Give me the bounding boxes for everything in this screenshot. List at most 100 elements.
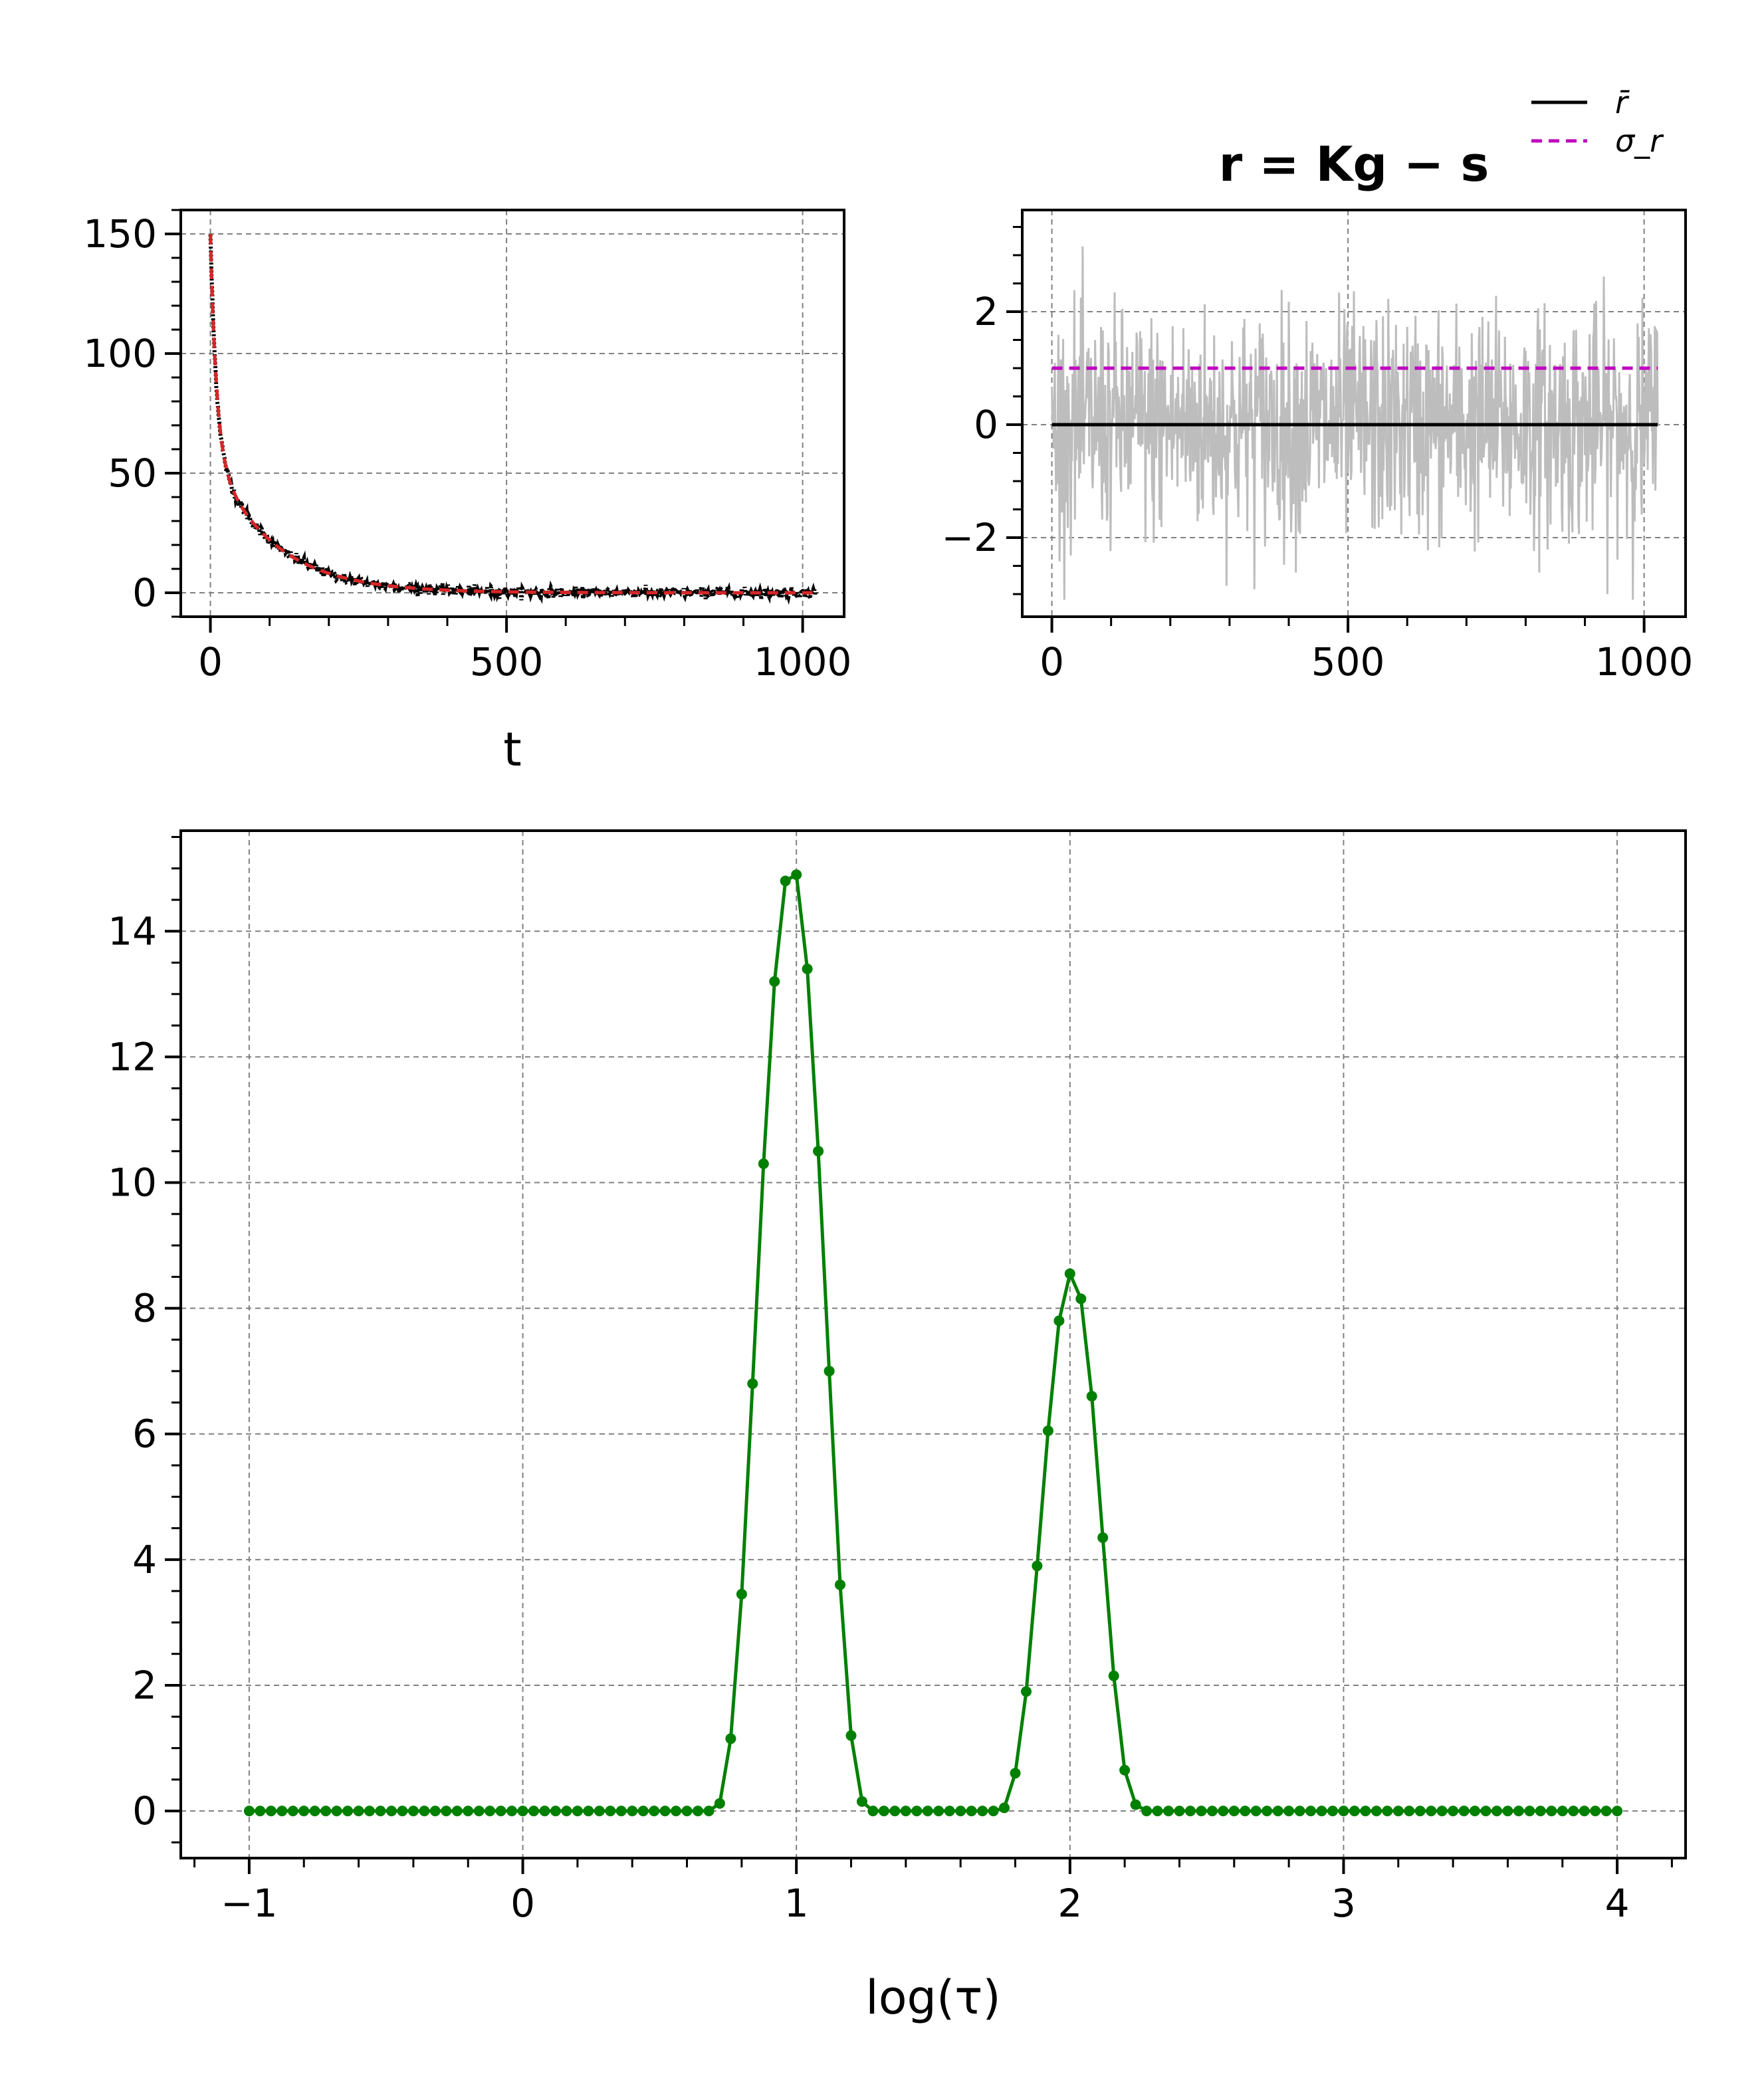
distribution-point: [845, 1730, 857, 1741]
distribution-point: [747, 1378, 758, 1390]
distribution-point: [407, 1806, 419, 1817]
x-tick-label: 500: [1311, 639, 1385, 684]
distribution-point: [758, 1158, 769, 1170]
distribution-point: [1262, 1806, 1273, 1817]
distribution-point: [1392, 1806, 1404, 1817]
x-tick-label: 2: [1057, 1881, 1082, 1926]
x-tick-label: 3: [1331, 1881, 1356, 1926]
distribution-point: [1108, 1670, 1119, 1681]
y-tick-label: 50: [108, 451, 157, 496]
distribution-point: [517, 1806, 528, 1817]
legend-sigma-label: σ_r: [1615, 123, 1664, 159]
y-tick-label: 12: [108, 1034, 157, 1079]
distribution-point: [615, 1806, 627, 1817]
distribution-point: [1612, 1806, 1623, 1817]
distribution-point: [1053, 1315, 1065, 1326]
distribution-point: [988, 1806, 999, 1817]
distribution-point: [824, 1366, 835, 1377]
distribution-point: [1600, 1806, 1612, 1817]
distribution-point: [1535, 1806, 1546, 1817]
x-tick-label: 0: [198, 639, 223, 684]
y-tick-label: 2: [132, 1663, 157, 1708]
x-tick-label: 0: [1040, 639, 1064, 684]
distribution-point: [1360, 1806, 1371, 1817]
distribution-point: [1305, 1806, 1317, 1817]
distribution-point: [1327, 1806, 1338, 1817]
y-tick-label: 4: [132, 1537, 157, 1582]
x-tick-label: −1: [221, 1881, 278, 1926]
distribution-point: [605, 1806, 616, 1817]
distribution-point: [320, 1806, 332, 1817]
distribution-point: [1458, 1806, 1470, 1817]
distribution-point: [1032, 1560, 1043, 1572]
distribution-point: [463, 1806, 474, 1817]
distribution-point: [276, 1806, 288, 1817]
distribution-point: [1404, 1806, 1415, 1817]
distribution-point: [671, 1806, 682, 1817]
residual-legend: r̄ σ_r: [1531, 84, 1664, 159]
distribution-point: [495, 1806, 506, 1817]
distribution-point: [1294, 1806, 1305, 1817]
distribution-point: [1590, 1806, 1601, 1817]
distribution-point: [419, 1806, 430, 1817]
distribution-point: [999, 1802, 1010, 1814]
y-tick-label: 100: [83, 331, 157, 376]
distribution-point: [1480, 1806, 1491, 1817]
distribution-point: [780, 875, 791, 887]
decay-fit-line: [209, 233, 817, 595]
distribution-point: [627, 1806, 638, 1817]
residual-series: [1051, 246, 1659, 600]
distribution-point: [594, 1806, 605, 1817]
distribution-point: [561, 1806, 572, 1817]
distribution-point: [736, 1588, 747, 1600]
distribution-point: [791, 869, 802, 881]
distribution-point: [977, 1806, 988, 1817]
distribution-point: [353, 1806, 364, 1817]
y-tick-label: 14: [108, 908, 157, 954]
distribution-point: [1240, 1806, 1251, 1817]
distribution-point: [1218, 1806, 1229, 1817]
distribution-point: [583, 1806, 594, 1817]
distribution-x-axis-label: log(τ): [865, 1970, 1000, 2025]
distribution-point: [298, 1806, 310, 1817]
distribution-point: [429, 1806, 441, 1817]
y-tick-label: 0: [132, 570, 157, 615]
distribution-point: [265, 1806, 276, 1817]
decay-x-axis-label: t: [503, 722, 521, 777]
y-tick-label: −2: [942, 515, 999, 560]
distribution-point: [889, 1806, 901, 1817]
distribution-point: [1414, 1806, 1426, 1817]
distribution-point: [1546, 1806, 1557, 1817]
decay-series: [208, 233, 818, 605]
distribution-point: [1382, 1806, 1393, 1817]
distribution-point: [1206, 1806, 1218, 1817]
distribution-point: [966, 1806, 977, 1817]
distribution-point: [813, 1146, 824, 1157]
distribution-point: [1119, 1764, 1131, 1776]
distribution-point: [933, 1806, 944, 1817]
distribution-point: [1130, 1799, 1141, 1810]
distribution-point: [693, 1806, 703, 1817]
distribution-point: [1141, 1806, 1153, 1817]
distribution-point: [1436, 1806, 1448, 1817]
distribution-point: [1042, 1425, 1053, 1436]
distribution-point: [1228, 1806, 1240, 1817]
distribution-plot-frame: [179, 829, 1687, 1859]
distribution-point: [309, 1806, 320, 1817]
distribution-point: [1196, 1806, 1207, 1817]
distribution-point: [485, 1806, 496, 1817]
y-tick-label: 150: [83, 211, 157, 257]
distribution-point: [1152, 1806, 1163, 1817]
distribution-point: [637, 1806, 649, 1817]
distribution-point: [1491, 1806, 1502, 1817]
legend-mean-label: r̄: [1615, 84, 1630, 120]
distribution-point: [441, 1806, 452, 1817]
x-tick-label: 1: [784, 1881, 809, 1926]
distribution-point: [1174, 1806, 1185, 1817]
distribution-point: [375, 1806, 386, 1817]
distribution-point: [659, 1806, 671, 1817]
distribution-point: [725, 1733, 736, 1744]
y-tick-label: 0: [132, 1788, 157, 1834]
